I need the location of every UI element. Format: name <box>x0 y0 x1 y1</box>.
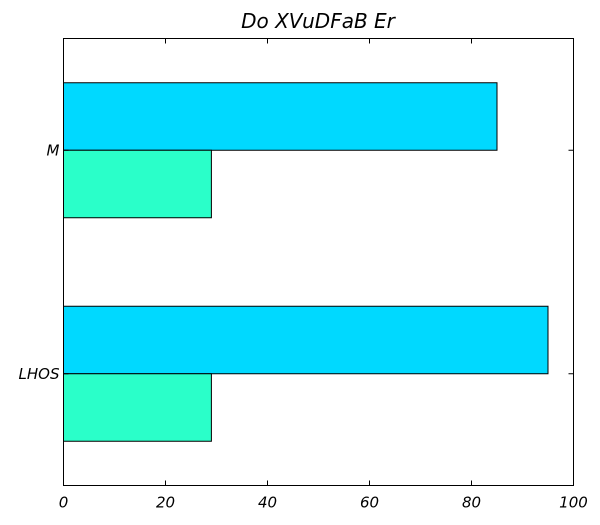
bar-m-series-1 <box>63 82 498 151</box>
x-tick-label: 40 <box>258 494 277 512</box>
x-tick-label: 60 <box>360 494 379 512</box>
x-tick-label: 20 <box>156 494 175 512</box>
bars-layer <box>63 82 549 442</box>
ticks-layer <box>63 38 574 486</box>
y-tick-label-lhos: LHOS <box>19 365 60 383</box>
x-tick-label: 0 <box>59 494 69 512</box>
tick-labels-layer: 0 20 40 60 80 100 LHOS M <box>19 141 588 511</box>
chart-title: Do XVuDFaB Er <box>241 9 397 33</box>
bar-m-series-2 <box>63 149 212 219</box>
bar-lhos-series-1 <box>63 305 549 375</box>
x-tick-label: 80 <box>462 494 481 512</box>
plot-area-frame <box>63 38 574 486</box>
y-tick-label-m: M <box>47 141 60 159</box>
x-tick-label: 100 <box>559 494 588 512</box>
bar-lhos-series-2 <box>63 373 212 442</box>
